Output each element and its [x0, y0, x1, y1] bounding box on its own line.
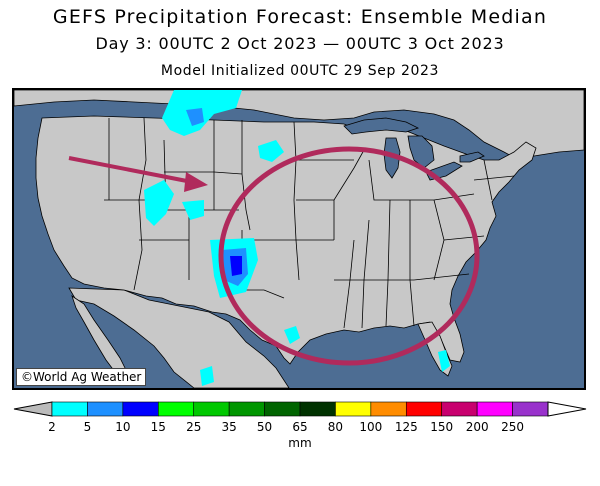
precip-dakota	[258, 140, 284, 162]
colorbar-tick-label: 50	[256, 420, 273, 434]
colorbar-swatch	[512, 401, 549, 417]
lake-ontario	[459, 151, 485, 163]
colorbar-swatch	[335, 401, 372, 417]
colorbar-swatch	[476, 401, 513, 417]
colorbar-tick-label: 150	[430, 420, 454, 434]
colorbar-swatch	[122, 401, 159, 417]
colorbar-swatch	[193, 401, 230, 417]
colorbar-tick-label: 35	[221, 420, 237, 434]
colorbar-swatch	[51, 401, 88, 417]
colorbar-tick-label: 80	[327, 420, 344, 434]
colorbar-swatch	[405, 401, 443, 417]
model-init-time: Model Initialized 00UTC 29 Sep 2023	[160, 63, 440, 79]
colorbar-swatch	[299, 401, 336, 417]
highlight-circle	[218, 146, 480, 366]
precip-montana	[144, 180, 174, 226]
colorbar-tick-label: 10	[115, 420, 131, 434]
forecast-period: Day 3: 00UTC 2 Oct 2023 — 00UTC 3 Oct 20…	[95, 34, 505, 53]
lake-michigan	[383, 137, 401, 179]
colorbar-swatch	[441, 401, 478, 417]
canada-land	[14, 90, 584, 161]
colorbar-tick-label: 5	[83, 420, 92, 434]
precip-texas-coast	[284, 326, 300, 344]
colorbar-tick-label: 125	[394, 420, 418, 434]
colorbar-under-triangle	[13, 401, 53, 417]
colorbar-swatch	[370, 401, 407, 417]
mexico-land	[68, 287, 290, 388]
colorbar-over-triangle	[547, 401, 587, 417]
colorbar-swatch	[228, 401, 265, 417]
colorbar-tick-label: 100	[359, 420, 383, 434]
lake-superior	[343, 117, 420, 135]
colorbar-tick-label: 200	[465, 420, 489, 434]
lake-huron	[407, 135, 435, 169]
colorbar-tick-label: 250	[501, 420, 525, 434]
colorbar-tick-label: 65	[292, 420, 308, 434]
precip-colorado	[182, 200, 204, 220]
precip-florida	[438, 350, 450, 372]
colorbar-tick-label: 15	[150, 420, 166, 434]
precip-colorbar	[13, 401, 587, 417]
map-canvas	[14, 90, 584, 388]
precipitation-map: ©World Ag Weather	[12, 88, 586, 390]
colorbar-swatch	[157, 401, 195, 417]
precip-mexico	[200, 366, 214, 386]
colorbar-tick-label: 2	[48, 420, 56, 434]
map-title: GEFS Precipitation Forecast: Ensemble Me…	[52, 6, 548, 28]
credit-label: ©World Ag Weather	[16, 368, 147, 386]
precip-new-mexico-core	[230, 256, 242, 276]
colorbar-swatch	[264, 401, 301, 417]
colorbar-units: mm	[288, 436, 312, 450]
pointer-arrowhead	[184, 172, 208, 192]
colorbar-swatch	[87, 401, 124, 417]
precip-north-plains-core	[186, 108, 204, 126]
pointer-arrow	[68, 156, 193, 184]
colorbar-tick-label: 25	[186, 420, 202, 434]
